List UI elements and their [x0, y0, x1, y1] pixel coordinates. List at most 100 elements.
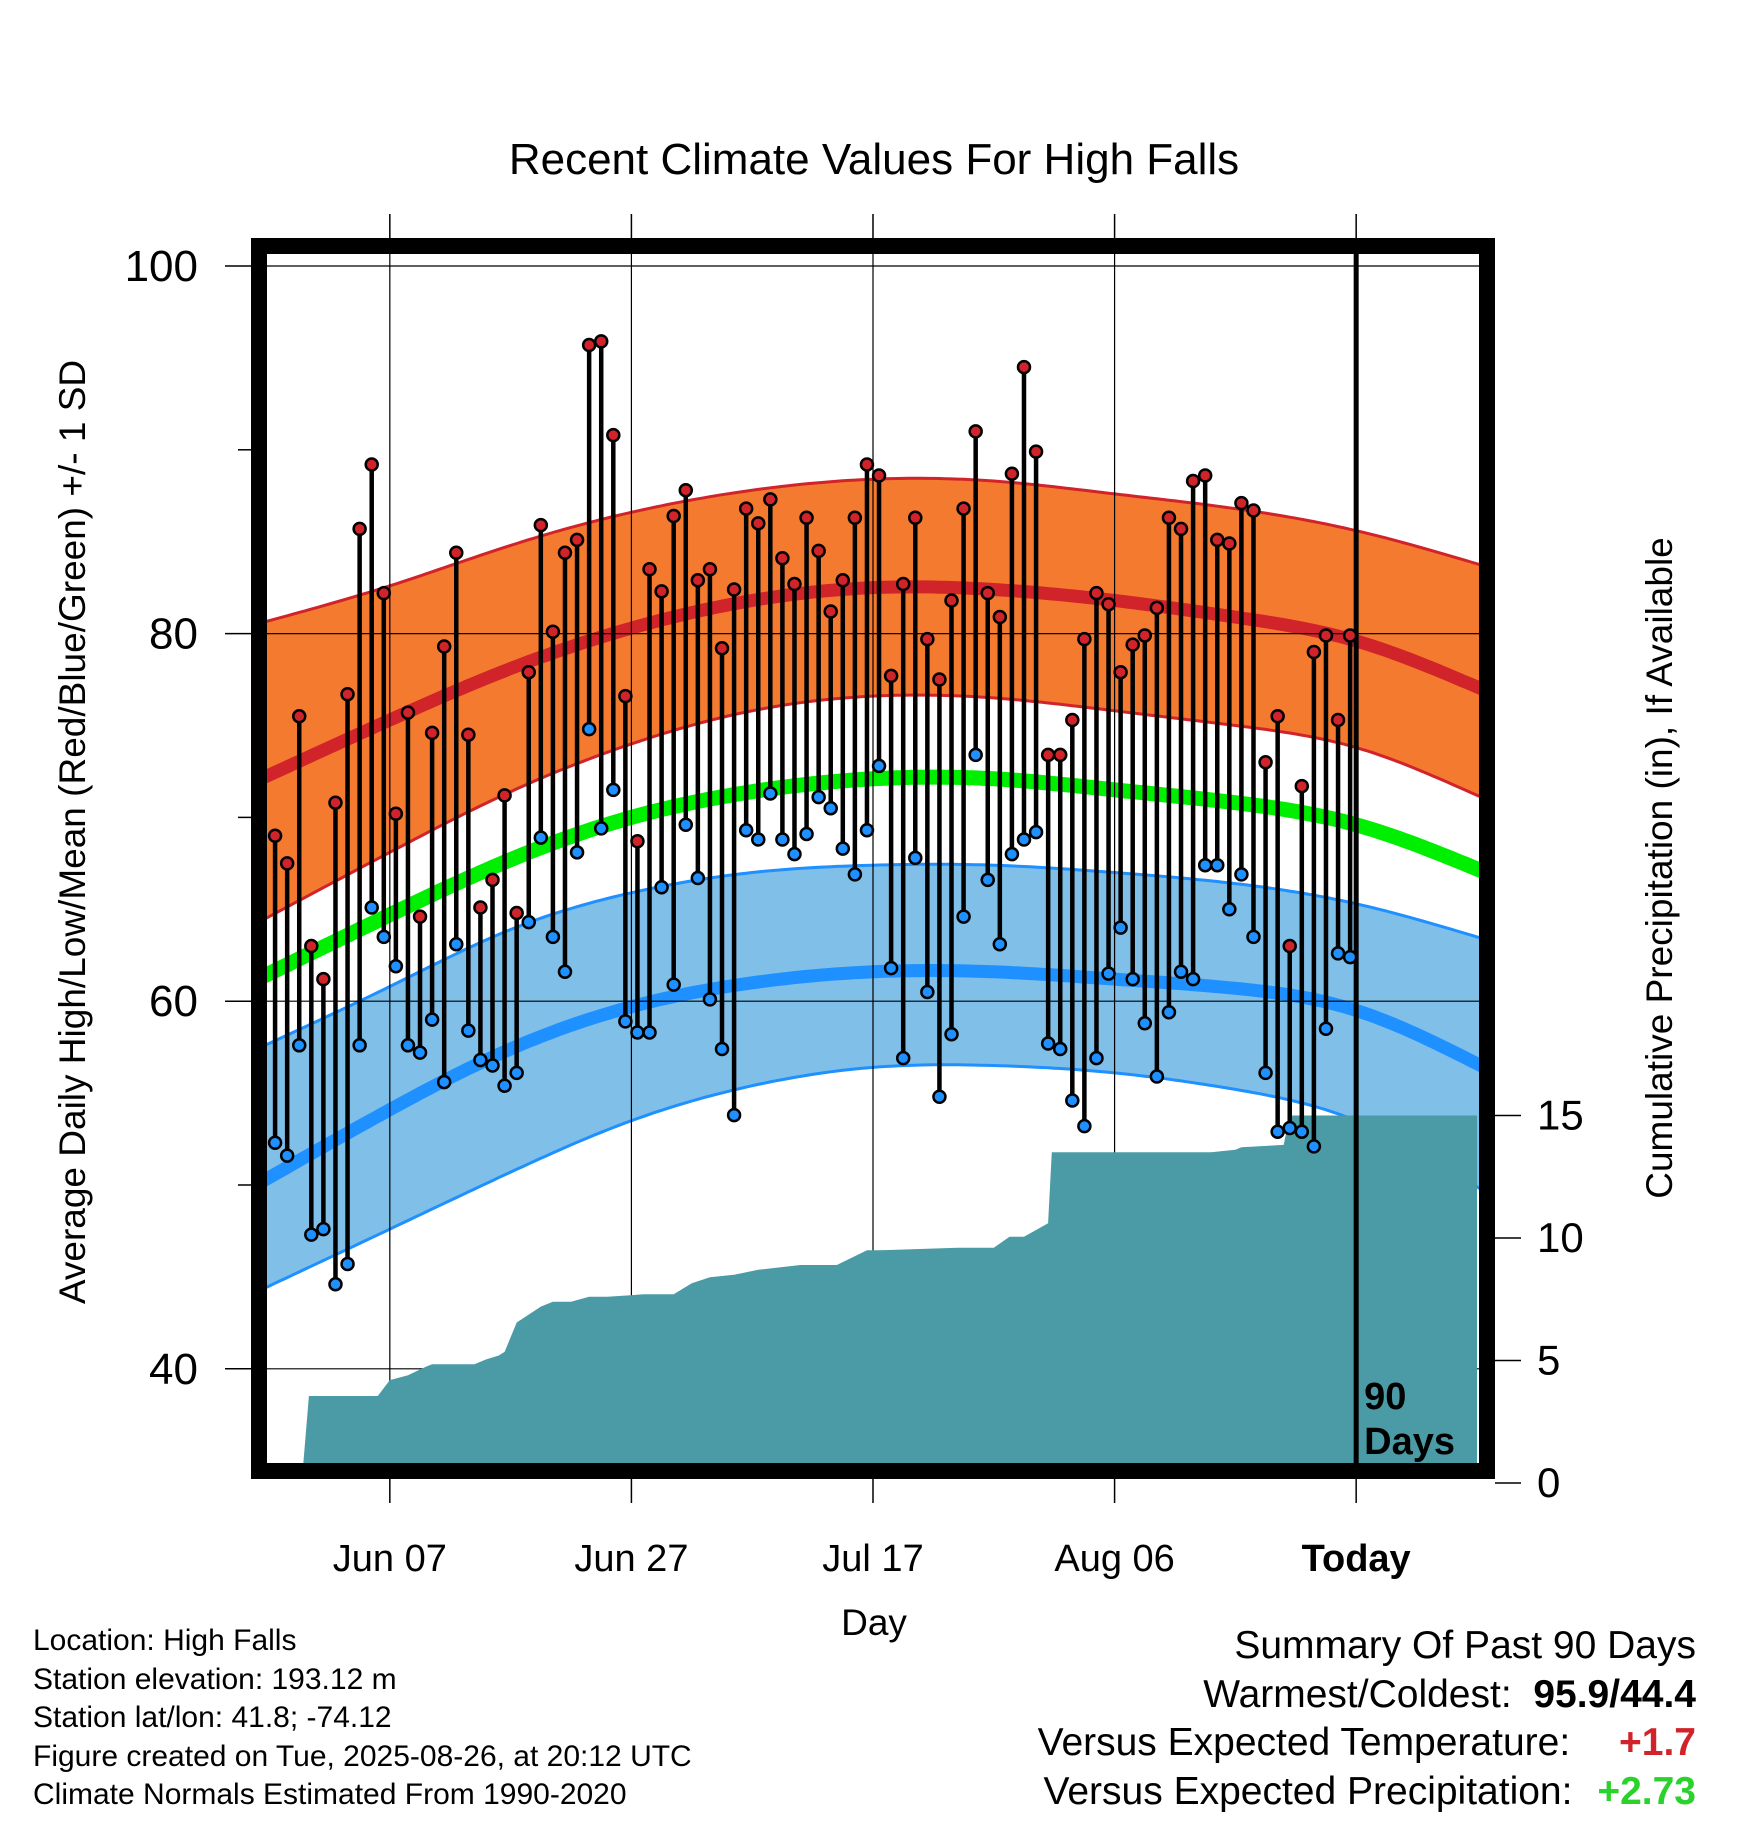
plot-frame [251, 238, 1495, 1479]
daily-low-point [328, 1277, 343, 1292]
daily-high-point [968, 424, 983, 439]
daily-low-point [823, 800, 838, 816]
daily-low-point [267, 1135, 283, 1150]
x-tick-label: Today [1302, 1538, 1411, 1580]
daily-low-point [412, 1045, 428, 1060]
daily-low-point [1101, 966, 1116, 981]
daily-high-point [1330, 712, 1346, 728]
daily-low-point [352, 1038, 367, 1053]
daily-high-point [738, 501, 754, 516]
y2-tick-label: 5 [1537, 1337, 1560, 1384]
daily-low-point [1342, 949, 1358, 965]
y2-tick-label: 10 [1537, 1214, 1584, 1261]
cumulative-precip-area [275, 1115, 1477, 1467]
daily-high-point [352, 521, 367, 537]
daily-high-point [364, 457, 379, 472]
daily-low-point [569, 845, 585, 860]
daily-low-point [690, 870, 706, 886]
daily-low-point [883, 960, 899, 976]
extremes-label: Warmest/Coldest: [1203, 1672, 1512, 1716]
daily-low-point [1052, 1041, 1068, 1057]
daily-low-point [1113, 920, 1128, 935]
daily-high-point [920, 631, 935, 647]
daily-low-point [1306, 1139, 1322, 1154]
daily-low-point [920, 984, 935, 1000]
daily-low-point [895, 1050, 911, 1066]
daily-high-point [980, 585, 996, 601]
daily-high-point [1234, 495, 1249, 511]
today-annotation: Days [1364, 1421, 1455, 1463]
daily-high-point [666, 508, 681, 524]
daily-low-point [497, 1078, 512, 1093]
daily-low-point [763, 786, 778, 801]
daily-low-point [1294, 1124, 1310, 1139]
daily-low-point [859, 823, 875, 838]
daily-high-point [1040, 747, 1056, 763]
daily-high-point [593, 334, 609, 349]
daily-high-point [1101, 596, 1116, 612]
daily-low-point [992, 936, 1008, 952]
daily-low-point [304, 1227, 319, 1242]
y2-axis-label: Cumulative Precipitation (in), If Availa… [1639, 537, 1680, 1199]
daily-high-point [1246, 503, 1261, 518]
daily-low-point [726, 1107, 742, 1123]
coldest-value: 44.4 [1620, 1672, 1696, 1716]
daily-low-point [606, 782, 621, 798]
daily-high-point [436, 639, 452, 654]
daily-high-point [557, 545, 573, 560]
x-tick-label: Jun 27 [574, 1538, 688, 1580]
daily-low-point [533, 830, 549, 845]
daily-low-point [908, 850, 923, 866]
daily-high-point [545, 624, 561, 640]
daily-high-point [461, 727, 476, 742]
daily-high-point [328, 795, 343, 810]
daily-low-point [1222, 902, 1237, 917]
daily-low-point [593, 821, 609, 836]
daily-low-point [581, 721, 597, 737]
daily-high-point [521, 664, 536, 680]
daily-low-point [678, 817, 694, 833]
daily-high-point [787, 576, 802, 592]
daily-high-point [1294, 778, 1310, 794]
info-created: Figure created on Tue, 2025-08-26, at 20… [33, 1739, 692, 1773]
daily-low-point [1318, 1021, 1334, 1037]
daily-low-point [799, 826, 814, 842]
daily-low-point [1197, 857, 1213, 873]
warmest-value: 95.9 [1533, 1672, 1610, 1716]
daily-low-point [871, 758, 887, 774]
daily-high-point [883, 668, 899, 684]
y-axis-label: Average Daily High/Low/Mean (Red/Blue/Gr… [52, 360, 93, 1304]
daily-low-point [835, 841, 851, 856]
daily-high-point [1137, 628, 1153, 643]
precip-label: Versus Expected Precipitation: [1043, 1769, 1573, 1813]
daily-high-point [1258, 755, 1273, 770]
daily-high-point [678, 482, 694, 498]
daily-high-point [569, 532, 585, 548]
daily-low-point [1077, 1118, 1092, 1134]
info-normals-period: Climate Normals Estimated From 1990-2020 [33, 1778, 627, 1811]
daily-high-point [654, 584, 669, 599]
daily-high-point [376, 585, 392, 601]
daily-low-point [666, 977, 681, 992]
daily-high-point [1077, 631, 1092, 647]
daily-high-point [895, 576, 911, 592]
info-elevation: Station elevation: 193.12 m [33, 1662, 397, 1696]
daily-low-point [557, 964, 573, 980]
station-info: Location: High Falls Station elevation: … [33, 1622, 692, 1815]
daily-high-point [690, 573, 706, 588]
daily-high-point [412, 909, 428, 924]
daily-low-point [1258, 1065, 1273, 1081]
daily-high-point [811, 543, 826, 559]
daily-high-point [1197, 468, 1213, 483]
daily-high-point [1222, 536, 1237, 551]
daily-low-point [461, 1023, 476, 1038]
daily-low-point [1040, 1036, 1056, 1051]
daily-high-point [775, 550, 790, 566]
daily-high-point [449, 545, 464, 560]
x-axis-label: Day [841, 1602, 907, 1643]
daily-high-point [1342, 628, 1358, 643]
daily-low-point [775, 832, 790, 847]
daily-low-point [642, 1025, 657, 1040]
